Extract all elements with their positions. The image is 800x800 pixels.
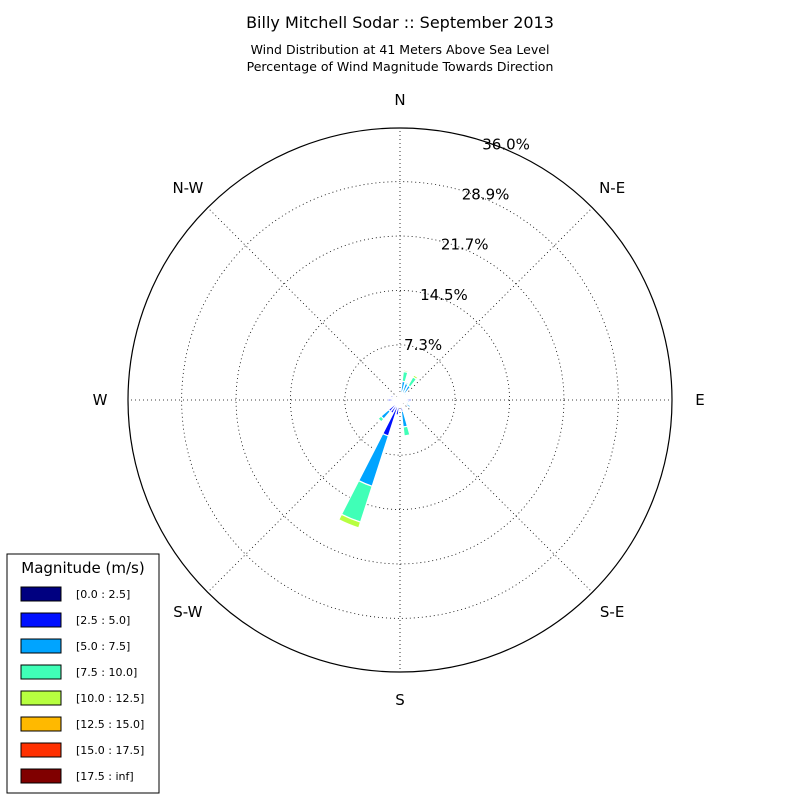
wedge-15-bin-3 <box>402 425 411 437</box>
wedge-15-bin-2 <box>400 410 409 428</box>
ring-label-4: 28.9% <box>462 185 510 203</box>
legend-label-4: [10.0 : 12.5] <box>76 692 144 705</box>
polar-labels: N N-E E S-E S S-W W N-W 7.3% 14.5% 21.7% 28.9% 36.0% <box>93 91 705 709</box>
ring-label-3: 21.7% <box>441 236 489 254</box>
legend-label-6: [15.0 : 17.5] <box>76 744 144 757</box>
grid-spoke-s-e <box>399 399 593 593</box>
grid-spoke-n-w <box>207 207 401 401</box>
chart-title: Billy Mitchell Sodar :: September 2013 <box>246 13 554 32</box>
ring-label-1: 7.3% <box>404 336 442 354</box>
legend-label-2: [5.0 : 7.5] <box>76 640 130 653</box>
wedge-3-bin-5 <box>413 373 420 379</box>
polar-grid <box>128 128 672 672</box>
chart-subtitle-line-1: Wind Distribution at 41 Meters Above Sea… <box>251 42 550 57</box>
legend-label-0: [0.0 : 2.5] <box>76 588 130 601</box>
ring-label-2: 14.5% <box>420 286 468 304</box>
grid-ring-1 <box>344 344 456 456</box>
grid-spoke-n-e <box>399 207 593 401</box>
legend-swatch-6 <box>20 742 62 758</box>
ring-label-5: 36.0% <box>482 136 530 154</box>
direction-label-n-w: N-W <box>172 179 203 197</box>
legend-swatch-1 <box>20 612 62 628</box>
wedge-18-bin-4 <box>337 513 362 529</box>
legend-swatch-3 <box>20 664 62 680</box>
legend-swatch-4 <box>20 690 62 706</box>
wedge-18-bin-2 <box>357 432 390 488</box>
direction-label-s-e: S-E <box>600 603 624 621</box>
legend-label-7: [17.5 : inf] <box>76 770 134 783</box>
direction-label-s: S <box>395 691 405 709</box>
wedge-5-bin-2 <box>403 394 408 399</box>
legend-swatch-0 <box>20 586 62 602</box>
direction-label-n-e: N-E <box>599 179 625 197</box>
legend-title: Magnitude (m/s) <box>21 559 144 577</box>
wedge-1-bin-4 <box>402 369 410 374</box>
outer-ring <box>127 127 673 673</box>
wedge-2-bin-3 <box>404 381 410 386</box>
grid-spoke-s-w <box>207 399 401 593</box>
wedge-4-bin-2 <box>403 392 408 397</box>
grid-ring-3 <box>235 235 565 565</box>
legend-swatch-5 <box>20 716 62 732</box>
wedge-31-bin-1 <box>398 395 401 400</box>
direction-label-w: W <box>93 391 108 409</box>
direction-label-n: N <box>394 91 405 109</box>
direction-label-s-w: S-W <box>173 603 202 621</box>
chart-subtitle-line-2: Percentage of Wind Magnitude Towards Dir… <box>247 59 554 74</box>
grid-ring-4 <box>181 181 619 619</box>
legend-label-1: [2.5 : 5.0] <box>76 614 130 627</box>
legend-items: [0.0 : 2.5] [2.5 : 5.0] [5.0 : 7.5] [7.5 : … <box>20 586 144 784</box>
wedge-11-bin-2 <box>404 402 412 409</box>
legend-swatch-2 <box>20 638 62 654</box>
legend-swatch-7 <box>20 768 62 784</box>
direction-label-e: E <box>695 391 704 409</box>
wedge-1-bin-3 <box>401 370 409 383</box>
legend: Magnitude (m/s) [0.0 : 2.5] [2.5 : 5.0] [5… <box>6 553 160 794</box>
wind-bars <box>337 369 420 529</box>
wedge-20-bin-3 <box>377 415 385 423</box>
legend-label-3: [7.5 : 10.0] <box>76 666 137 679</box>
polar-frame <box>127 127 673 673</box>
legend-label-5: [12.5 : 15.0] <box>76 718 144 731</box>
